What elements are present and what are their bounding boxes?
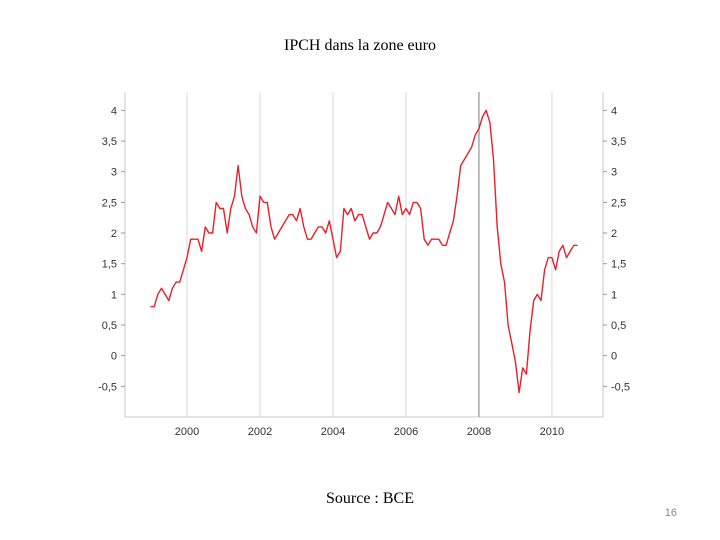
y-tick-label-right: 0,5 — [611, 320, 626, 332]
y-tick-label-right: 2,5 — [611, 197, 626, 209]
y-tick-label-left: 3,5 — [102, 136, 117, 148]
y-tick-label-left: 2,5 — [102, 197, 117, 209]
y-tick-label-left: 1 — [111, 289, 117, 301]
y-tick-label-left: 0 — [111, 351, 117, 363]
x-tick-label: 2008 — [467, 426, 491, 438]
x-tick-label: 2006 — [394, 426, 418, 438]
y-tick-label-right: 3,5 — [611, 136, 626, 148]
x-tick-label: 2000 — [175, 426, 199, 438]
page-number: 16 — [664, 507, 677, 519]
chart-title: IPCH dans la zone euro — [284, 37, 436, 54]
y-axis-right: -0,5 0 0,5 1 1,5 2 2,5 3 3,5 4 — [603, 105, 630, 393]
y-tick-label-right: 0 — [611, 351, 617, 363]
x-axis: 2000 2002 2004 2006 2008 2010 — [175, 426, 564, 438]
vertical-gridlines — [186, 92, 553, 417]
y-tick-label-left: 3 — [111, 167, 117, 179]
y-tick-label-left: 2 — [111, 228, 117, 240]
y-tick-label-right: -0,5 — [611, 381, 630, 393]
y-tick-label-left: -0,5 — [98, 381, 117, 393]
y-tick-label-right: 4 — [611, 105, 617, 117]
y-tick-label-right: 2 — [611, 228, 617, 240]
y-tick-label-left: 4 — [111, 105, 117, 117]
x-tick-label: 2002 — [248, 426, 272, 438]
y-tick-label-right: 1,5 — [611, 259, 626, 271]
y-tick-label-left: 0,5 — [102, 320, 117, 332]
series-group — [150, 109, 578, 394]
y-tick-label-right: 3 — [611, 167, 617, 179]
y-axis-left: -0,5 0 0,5 1 1,5 2 2,5 3 3,5 4 — [98, 105, 125, 393]
y-tick-label-right: 1 — [611, 289, 617, 301]
x-tick-label: 2010 — [540, 426, 564, 438]
y-tick-label-left: 1,5 — [102, 259, 117, 271]
series-line — [150, 109, 578, 394]
source-note: Source : BCE — [326, 490, 414, 507]
plot-frame — [124, 92, 604, 418]
x-tick-label: 2004 — [321, 426, 345, 438]
